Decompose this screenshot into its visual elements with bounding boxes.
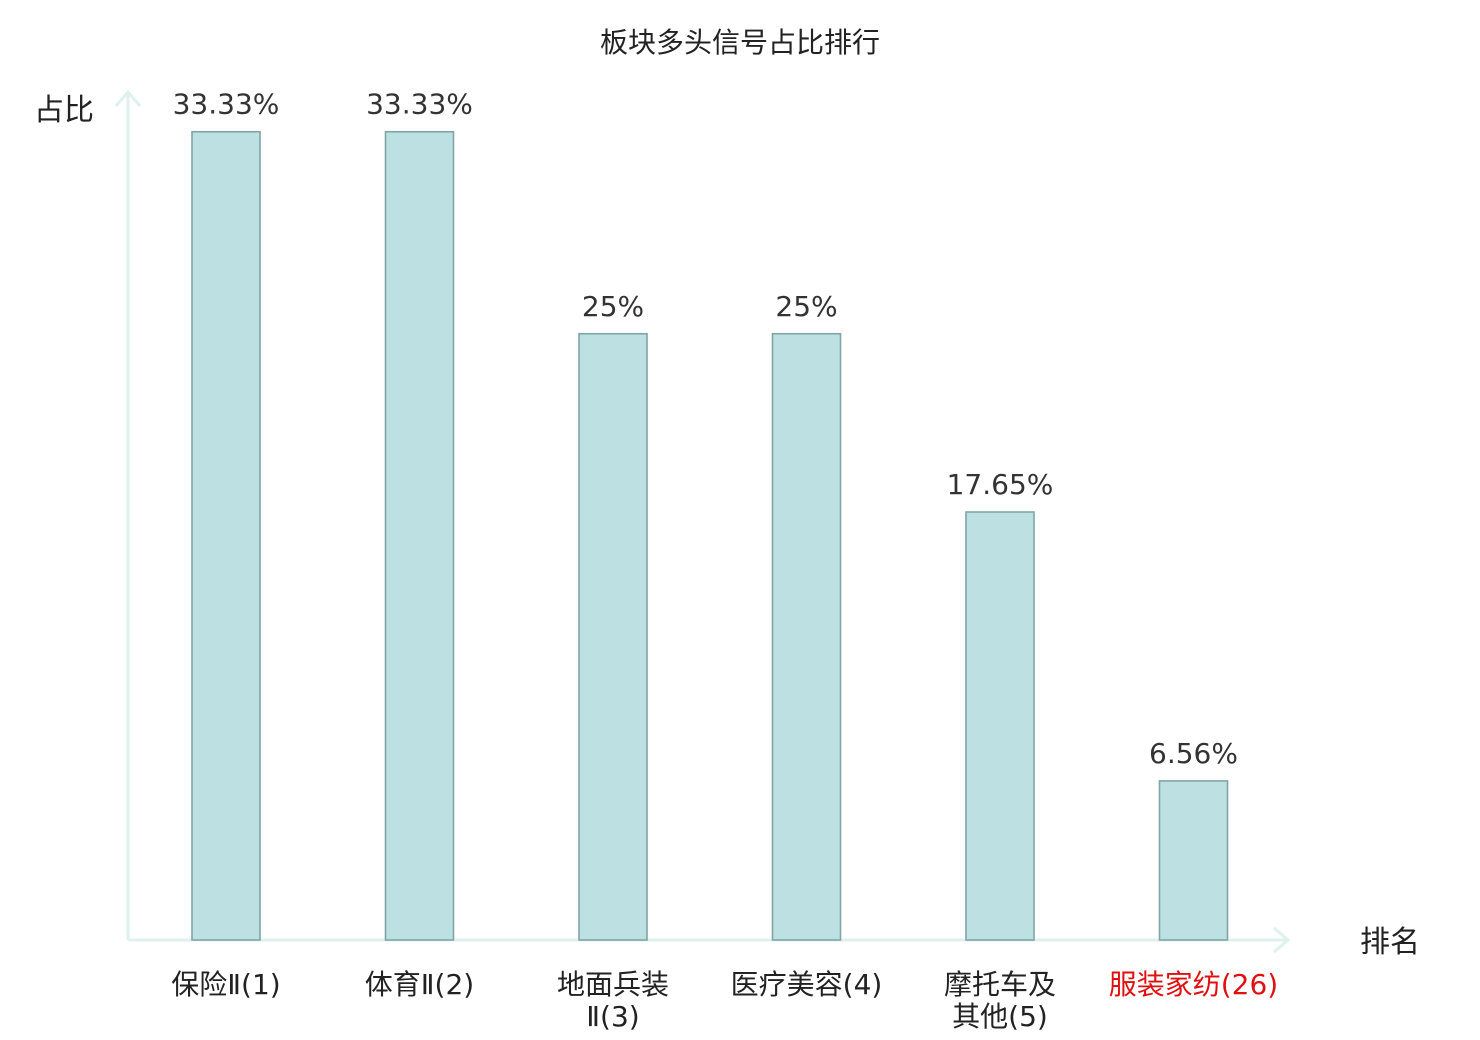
bar-value-label: 25%	[775, 290, 837, 323]
bar	[771, 332, 842, 941]
category-label: 其他(5)	[952, 1000, 1048, 1033]
bar-value-label: 6.56%	[1149, 737, 1238, 770]
y-axis-title: 占比	[34, 93, 94, 128]
category-label: 服装家纺(26)	[1109, 968, 1278, 1001]
bar	[384, 130, 455, 941]
bar	[965, 511, 1035, 941]
chart-title: 板块多头信号占比排行	[600, 26, 880, 59]
bar-value-label: 25%	[582, 290, 644, 323]
value-labels: 33.33% 33.33% 25% 25% 17.65% 6.56%	[173, 88, 1238, 770]
category-label: 体育Ⅱ(2)	[365, 968, 474, 1001]
bar-value-label: 33.33%	[366, 88, 473, 121]
category-label: 医疗美容(4)	[731, 968, 883, 1001]
bar	[1158, 780, 1229, 941]
category-label: Ⅱ(3)	[586, 1000, 639, 1033]
axes	[114, 89, 1291, 954]
bar-value-label: 33.33%	[173, 88, 280, 121]
x-axis-arrow-icon	[1273, 926, 1291, 954]
bar	[191, 130, 261, 941]
x-axis-title: 排名	[1360, 925, 1420, 960]
category-label: 地面兵装	[557, 968, 669, 1001]
category-label: 摩托车及	[944, 968, 1056, 1001]
bar-value-label: 17.65%	[947, 468, 1054, 501]
y-axis-arrow-icon	[114, 89, 142, 107]
bar	[578, 332, 648, 941]
bars	[191, 130, 1229, 941]
category-label: 保险Ⅱ(1)	[171, 968, 280, 1001]
